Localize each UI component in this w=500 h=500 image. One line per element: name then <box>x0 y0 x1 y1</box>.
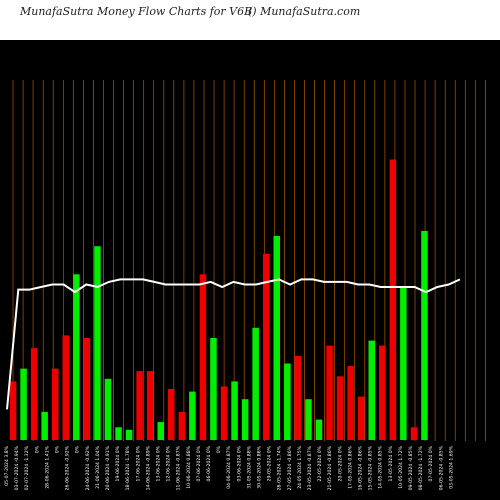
x-tick-label: 24-05-2024 1.75% <box>297 445 303 488</box>
money-flow-bar <box>30 348 38 440</box>
x-tick-label: 0% <box>55 445 61 453</box>
x-tick-label: 11-06-2024 -0.87% <box>176 445 182 490</box>
x-tick-label: 30-05-2024 0.88% <box>257 445 263 488</box>
money-flow-bar <box>357 396 365 440</box>
x-tick-label: 07-05-2024 0% <box>428 445 434 481</box>
x-tick-label: 09-05-2024 -0.85% <box>408 445 414 490</box>
x-tick-label: 21-06-2024 1.04% <box>95 445 101 488</box>
x-tick-label: 04-06-2024 0.87% <box>226 445 232 488</box>
x-tick-label: 17-06-2024 0% <box>135 445 141 481</box>
x-tick-label: 14-05-2024 0.85% <box>378 445 384 488</box>
x-tick-label: 05-07-2024 3.8% <box>4 445 10 485</box>
x-tick-label: 31-05-2024 0.88% <box>246 445 252 488</box>
x-tick-label: 21-05-2024 -0.86% <box>327 445 333 490</box>
x-tick-label: 0% <box>216 445 222 453</box>
money-flow-bar <box>368 340 375 440</box>
x-tick-label: 03-05-2024 1.69% <box>448 445 454 488</box>
price-line-layer <box>6 278 461 410</box>
money-flow-bar <box>284 363 291 440</box>
money-flow-bar <box>421 230 428 440</box>
money-flow-bar <box>273 236 280 440</box>
money-flow-bar <box>336 376 344 441</box>
money-flow-bar <box>125 429 133 440</box>
money-flow-bar <box>73 274 80 441</box>
x-tick-label: 12-06-2024 0% <box>166 445 172 481</box>
x-tick-label: 10-06-2024 0.88% <box>186 445 192 488</box>
money-flow-bar <box>410 427 418 441</box>
x-tick-label: 22-05-2024 0% <box>317 445 323 481</box>
x-tick-label: 03-07-2024 -0.94% <box>14 445 20 490</box>
price-line <box>6 278 461 410</box>
money-flow-bar <box>20 368 27 440</box>
money-flow-bar <box>83 338 91 440</box>
money-flow-bar <box>241 399 249 440</box>
x-tick-label: 28-06-2024 1.41% <box>44 445 50 488</box>
x-tick-label: 13-06-2024 0% <box>156 445 162 481</box>
x-tick-label: 20-05-2024 0% <box>337 445 343 481</box>
x-tick-label: 0% <box>34 445 40 453</box>
x-tick-label: 02-07-2024 -1.32% <box>24 445 30 490</box>
money-flow-bar <box>189 391 196 440</box>
money-flow-bar <box>199 274 207 441</box>
money-flow-bar <box>400 287 407 440</box>
money-flow-bar <box>315 419 323 440</box>
x-tick-label: 15-05-2024 -0.85% <box>368 445 374 490</box>
x-tick-label: 06-06-2024 0% <box>206 445 212 481</box>
money-flow-bars <box>9 159 428 441</box>
money-flow-bar <box>104 378 112 440</box>
x-tick-label: 10-05-2024 1.72% <box>398 445 404 488</box>
x-tick-label: 19-06-2024 0% <box>115 445 121 481</box>
money-flow-bar <box>94 246 101 440</box>
x-tick-label: 28-05-2024 -1.74% <box>277 445 283 490</box>
money-flow-bar <box>210 338 217 440</box>
x-tick-label: 0% <box>75 445 81 453</box>
money-flow-bar <box>389 159 397 440</box>
x-tick-label: 20-06-2024 -0.91% <box>105 445 111 490</box>
money-flow-bar <box>136 371 143 440</box>
x-tick-label: 29-05-2024 0% <box>267 445 273 481</box>
x-tick-label: 13-05-2024 0% <box>388 445 394 481</box>
money-flow-bar <box>263 253 270 440</box>
money-flow-bar <box>178 411 186 440</box>
money-flow-bar <box>231 381 238 440</box>
money-flow-bar <box>379 345 386 440</box>
x-tick-label: 17-05-2024 0.86% <box>347 445 353 488</box>
money-flow-bar <box>347 366 354 440</box>
money-flow-bar <box>305 399 312 440</box>
chart-title: MunafaSutra Money Flow Charts for V6B <box>20 5 253 18</box>
money-flow-bar <box>220 386 228 440</box>
money-flow-bar <box>115 427 122 441</box>
money-flow-bar <box>52 368 59 440</box>
watermark: () MunafaSutra.com <box>248 5 361 18</box>
x-tick-label: 26-06-2024 -0.92% <box>65 445 71 490</box>
money-flow-bar <box>41 411 48 440</box>
x-tick-label: 14-06-2024 -0.89% <box>145 445 151 490</box>
x-tick-label: 08-05-2024 -1.72% <box>418 445 424 490</box>
x-tick-label: 16-05-2024 -0.86% <box>358 445 364 490</box>
chart-header: MunafaSutra Money Flow Charts for V6B ()… <box>0 0 500 40</box>
x-tick-label: 23-05-2024 -0.87% <box>307 445 313 490</box>
x-tick-label: 07-06-2024 0% <box>196 445 202 481</box>
x-tick-label: 03-06-2024 0% <box>236 445 242 481</box>
money-flow-bar <box>157 422 164 440</box>
money-flow-bar <box>62 335 69 440</box>
x-tick-labels: 05-07-2024 3.8% 03-07-2024 -0.94% 02-07-20… <box>4 445 454 490</box>
money-flow-bar <box>326 345 333 440</box>
money-flow-bar <box>294 355 302 440</box>
x-tick-label: 18-06-2024 -1.78% <box>125 445 131 490</box>
money-flow-bar <box>252 327 259 440</box>
x-tick-label: 06-05-2024 -0.85% <box>438 445 444 490</box>
x-tick-label: 24-06-2024 -0.92% <box>85 445 91 490</box>
x-tick-label: 27-05-2024 -0.86% <box>287 445 293 490</box>
money-flow-bar <box>168 389 175 440</box>
money-flow-bar <box>9 381 17 440</box>
money-flow-bar <box>146 371 154 440</box>
